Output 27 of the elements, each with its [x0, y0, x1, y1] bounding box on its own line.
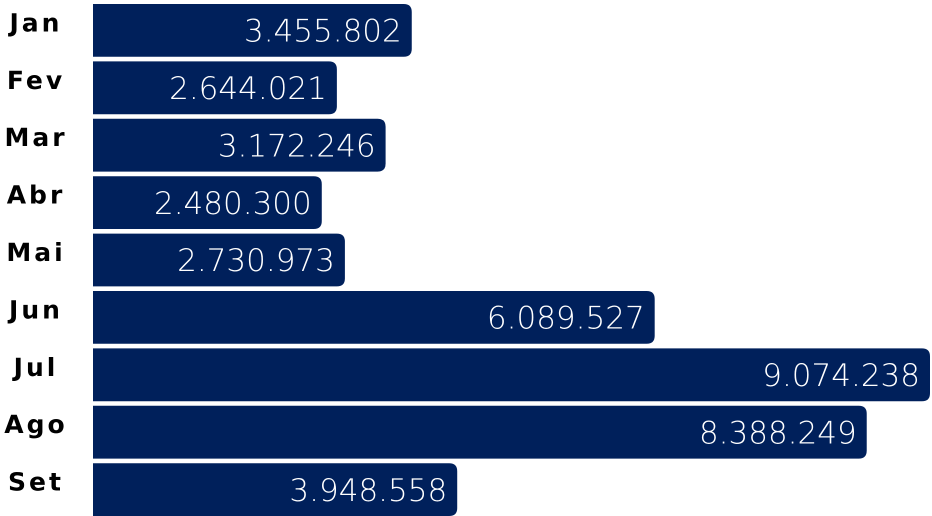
y-tick-label: Set	[8, 468, 64, 497]
bar	[93, 463, 458, 516]
data-label: 3.948.558	[289, 472, 448, 509]
bar	[93, 4, 412, 57]
y-tick-label: Mai	[6, 238, 66, 267]
data-label: 2.730.973	[177, 243, 335, 280]
bar	[93, 406, 867, 459]
bar	[93, 348, 930, 402]
data-label: 2.480.300	[154, 186, 312, 222]
y-tick-label: Jul	[12, 352, 58, 382]
y-tick-label: Jan	[8, 8, 62, 38]
bar	[93, 290, 655, 344]
y-tick-label: Abr	[6, 180, 66, 210]
data-label: 8.388.249	[698, 415, 857, 452]
data-label: 9.074.238	[762, 358, 920, 394]
data-label: 3.455.802	[244, 14, 402, 50]
data-label: 3.172.246	[218, 128, 376, 164]
bar	[93, 118, 386, 172]
data-label: 6.089.527	[486, 300, 645, 337]
y-tick-label: Mar	[4, 123, 68, 152]
bar	[93, 176, 322, 230]
y-tick-label: Ago	[4, 410, 68, 440]
bar	[93, 61, 337, 114]
y-tick-label: Jun	[7, 295, 63, 324]
y-tick-label: Fev	[6, 66, 66, 95]
data-label: 2.644.021	[169, 70, 327, 107]
bar	[93, 234, 345, 286]
